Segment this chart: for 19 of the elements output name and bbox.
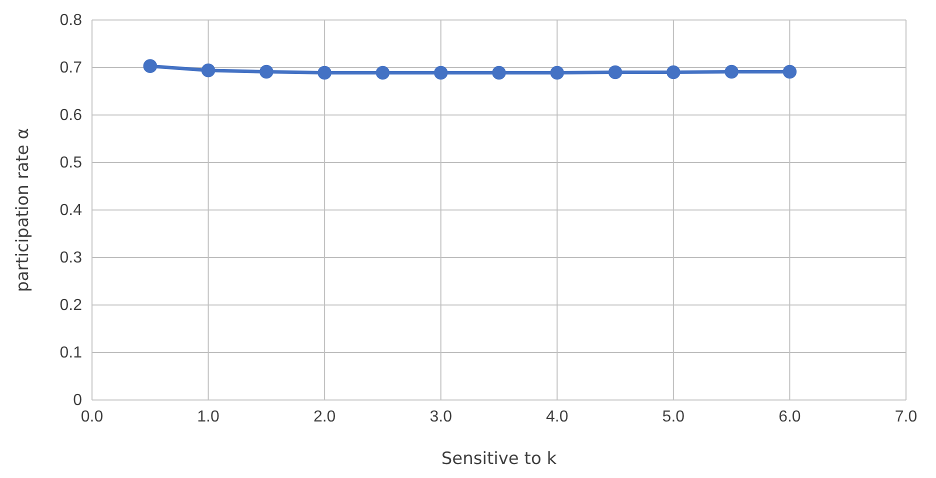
x-tick-label: 0.0	[80, 408, 104, 426]
y-axis-title: participation rate α	[13, 128, 33, 292]
y-tick-label: 0.6	[60, 107, 82, 124]
y-tick-label: 0	[73, 392, 82, 410]
y-tick-label: 0.8	[60, 12, 82, 30]
y-tick-label: 0.1	[60, 344, 82, 362]
y-tick-label: 0.3	[60, 250, 82, 267]
x-tick-label: 3.0	[430, 408, 452, 426]
y-tick-label: 0.4	[60, 202, 82, 220]
y-tick-label: 0.2	[60, 297, 82, 314]
x-axis-title: Sensitive to k	[441, 449, 557, 469]
x-tick-label: 2.0	[313, 408, 336, 426]
x-tick-label: 7.0	[894, 408, 918, 426]
y-tick-label: 0.5	[60, 154, 82, 172]
x-tick-label: 1.0	[197, 408, 220, 426]
x-tick-label: 5.0	[662, 408, 685, 426]
y-tick-label: 0.7	[60, 60, 82, 77]
x-tick-label: 4.0	[546, 408, 568, 426]
x-tick-label: 6.0	[778, 408, 801, 426]
